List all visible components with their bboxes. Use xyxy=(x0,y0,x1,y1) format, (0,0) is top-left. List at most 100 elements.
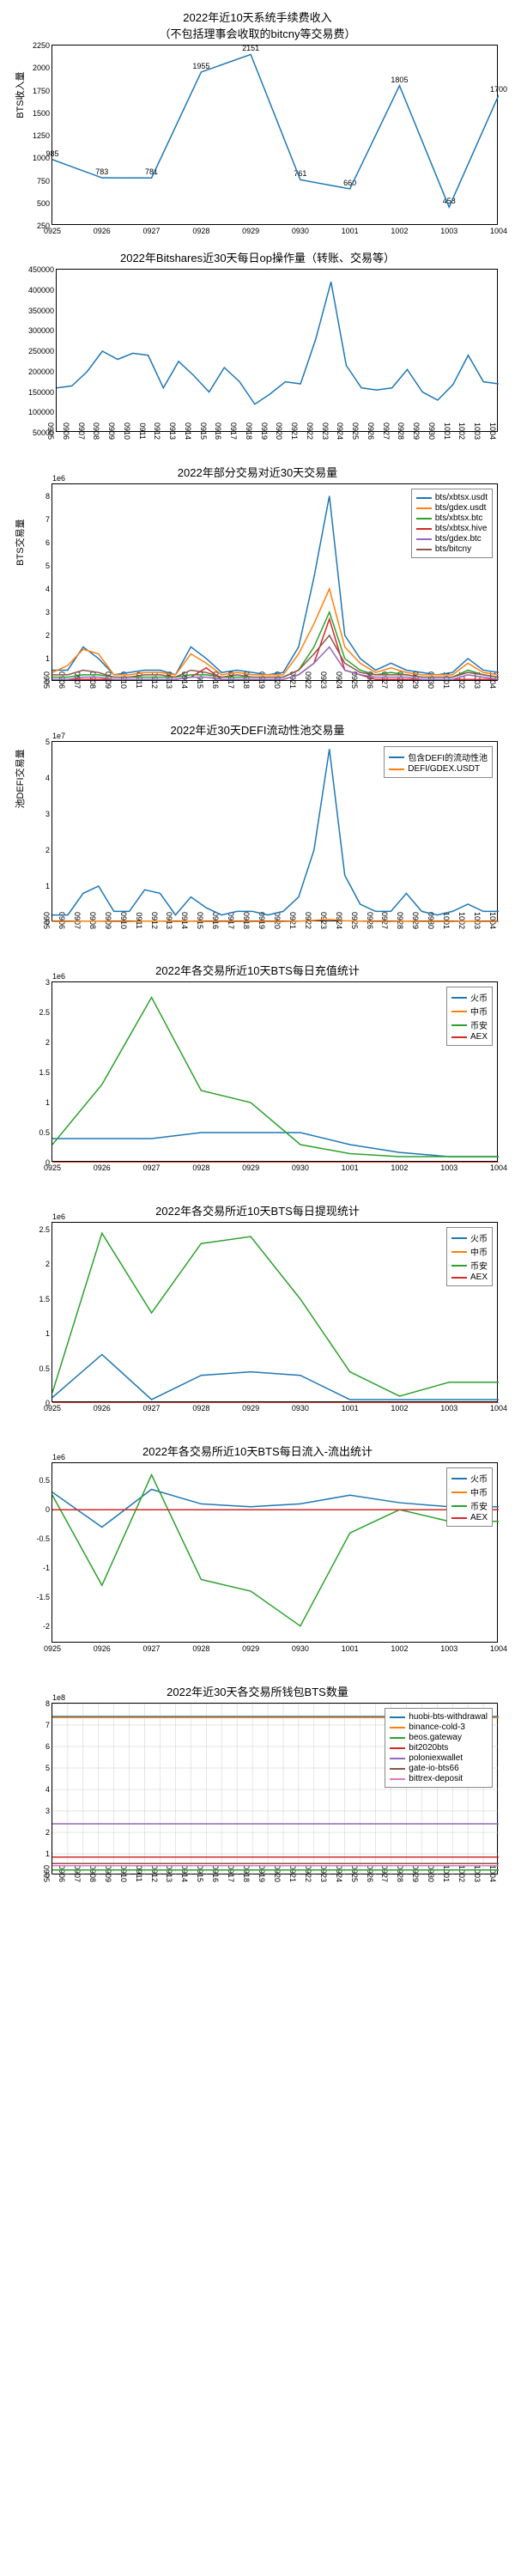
chart-c6: 2022年各交易所近10天BTS每日提现统计1e600.511.522.5092… xyxy=(9,1202,506,1425)
legend-swatch xyxy=(416,549,432,550)
chart-c2: 2022年Bitshares近30天每日op操作量（转账、交易等）5000010… xyxy=(9,249,506,447)
legend-label: poloniexwallet xyxy=(409,1753,463,1763)
sci-notation: 1e6 xyxy=(52,474,65,483)
legend-item: 币安 xyxy=(451,1499,488,1512)
plot-svg xyxy=(52,1223,499,1403)
legend-item: bts/gdex.btc xyxy=(416,534,488,544)
legend-swatch xyxy=(451,1265,467,1267)
y-tick: 1.5 xyxy=(39,1068,52,1077)
chart-title: 2022年部分交易对近30天交易量 xyxy=(9,464,506,480)
x-tick: 0905 xyxy=(42,912,52,929)
y-axis-label: 池DEFI交易量 xyxy=(13,749,27,808)
sci-notation: 1e6 xyxy=(52,972,65,981)
y-tick: 7 xyxy=(45,515,52,524)
legend-label: 币安 xyxy=(470,1259,488,1272)
legend-label: bts/xbtsx.btc xyxy=(435,513,483,523)
y-tick: 3 xyxy=(45,1807,52,1815)
legend-item: beos.gateway xyxy=(390,1733,488,1742)
legend: 包含DEFI的流动性池DEFI/GDEX.USDT xyxy=(384,746,493,778)
legend-label: AEX xyxy=(470,1513,488,1522)
plot-svg xyxy=(52,1463,499,1643)
sci-notation: 1e6 xyxy=(52,1453,65,1461)
y-tick: 3 xyxy=(45,978,52,987)
legend-item: binance-cold-3 xyxy=(390,1722,488,1732)
y-tick: 150000 xyxy=(28,388,57,397)
legend-label: AEX xyxy=(470,1273,488,1282)
y-tick: -2 xyxy=(43,1622,52,1631)
y-tick: 1 xyxy=(45,882,52,890)
legend-label: bit2020bts xyxy=(409,1743,448,1753)
y-tick: 2.5 xyxy=(39,1225,52,1234)
legend-swatch xyxy=(389,756,404,758)
legend-item: 币安 xyxy=(451,1259,488,1272)
plot-area: 1e600.511.522.53092509260927092809290930… xyxy=(52,981,498,1162)
y-tick: 250000 xyxy=(28,347,57,355)
legend-label: 币安 xyxy=(470,1499,488,1512)
y-tick: -1 xyxy=(43,1564,52,1572)
legend-swatch xyxy=(416,507,432,509)
y-tick: 350000 xyxy=(28,307,57,315)
legend-swatch xyxy=(390,1778,405,1780)
y-tick: 0.5 xyxy=(39,1364,52,1373)
legend-item: DEFI/GDEX.USDT xyxy=(389,764,488,774)
chart-title: 2022年各交易所近10天BTS每日充值统计 xyxy=(9,962,506,978)
x-tick: 0905 xyxy=(42,1865,52,1882)
series-line xyxy=(57,282,499,404)
series-line xyxy=(52,635,499,677)
legend-label: bts/xbtsx.usdt xyxy=(435,493,488,502)
y-tick: 2 xyxy=(45,1260,52,1268)
chart-c8: 2022年近30天各交易所钱包BTS数量1e801234567809050906… xyxy=(9,1683,506,1906)
y-tick: 450000 xyxy=(28,265,57,274)
legend-item: 火币 xyxy=(451,1472,488,1485)
chart-c3: 2022年部分交易对近30天交易量 BTS交易量1e601234567809050… xyxy=(9,464,506,704)
y-tick: 2 xyxy=(45,846,52,854)
legend-label: beos.gateway xyxy=(409,1733,462,1742)
legend-swatch xyxy=(451,1237,467,1239)
legend-item: 火币 xyxy=(451,991,488,1004)
y-tick: 2000 xyxy=(33,64,52,72)
chart-c5: 2022年各交易所近10天BTS每日充值统计 1e600.511.522.5309… xyxy=(9,962,506,1185)
y-tick: 400000 xyxy=(28,286,57,295)
y-tick: 1500 xyxy=(33,109,52,118)
y-tick: 5 xyxy=(45,1764,52,1772)
series-line xyxy=(52,1133,499,1157)
chart-title: 2022年各交易所近10天BTS每日流入-流出统计 xyxy=(9,1443,506,1459)
legend-swatch xyxy=(451,1277,467,1279)
y-tick: 6 xyxy=(45,538,52,547)
legend: huobi-bts-withdrawalbinance-cold-3beos.g… xyxy=(385,1708,493,1788)
y-tick: 100000 xyxy=(28,408,57,416)
legend-label: DEFI/GDEX.USDT xyxy=(408,764,480,774)
legend-swatch xyxy=(451,1024,467,1026)
chart-title: 2022年Bitshares近30天每日op操作量（转账、交易等） xyxy=(9,249,506,265)
legend-item: 中币 xyxy=(451,1245,488,1258)
legend-item: bit2020bts xyxy=(390,1743,488,1753)
series-line xyxy=(52,1233,499,1396)
legend-item: bts/bitcny xyxy=(416,544,488,554)
y-tick: 0 xyxy=(45,1505,52,1514)
chart-c4: 2022年近30天DEFI流动性池交易量池DEFI交易量1e7012345090… xyxy=(9,721,506,945)
legend-swatch xyxy=(390,1727,405,1728)
y-tick: 2 xyxy=(45,1038,52,1047)
legend-swatch xyxy=(416,518,432,519)
legend-label: bts/bitcny xyxy=(435,544,471,554)
y-tick: 200000 xyxy=(28,368,57,376)
y-tick: 8 xyxy=(45,1699,52,1708)
legend-swatch xyxy=(390,1768,405,1770)
plot-area: BTS交易量1e60123456780905090609070908090909… xyxy=(52,483,498,681)
chart-title: 2022年近30天DEFI流动性池交易量 xyxy=(9,721,506,738)
legend: 火币中币币安AEX xyxy=(446,1467,493,1527)
series-line xyxy=(52,1354,499,1400)
legend-item: 币安 xyxy=(451,1018,488,1031)
legend-item: AEX xyxy=(451,1032,488,1042)
legend-item: 中币 xyxy=(451,1005,488,1018)
y-tick: 3 xyxy=(45,810,52,818)
legend-swatch xyxy=(416,497,432,499)
legend-label: 中币 xyxy=(470,1245,488,1258)
y-tick: 1250 xyxy=(33,131,52,140)
legend-swatch xyxy=(390,1737,405,1739)
y-tick: 1 xyxy=(45,654,52,663)
legend-label: gate-io-bts66 xyxy=(409,1764,458,1773)
sci-notation: 1e8 xyxy=(52,1693,65,1702)
charts-container: 2022年近10天系统手续费收入 （不包括理事会收取的bitcny等交易费）BT… xyxy=(9,9,506,1906)
y-tick: 8 xyxy=(45,492,52,501)
